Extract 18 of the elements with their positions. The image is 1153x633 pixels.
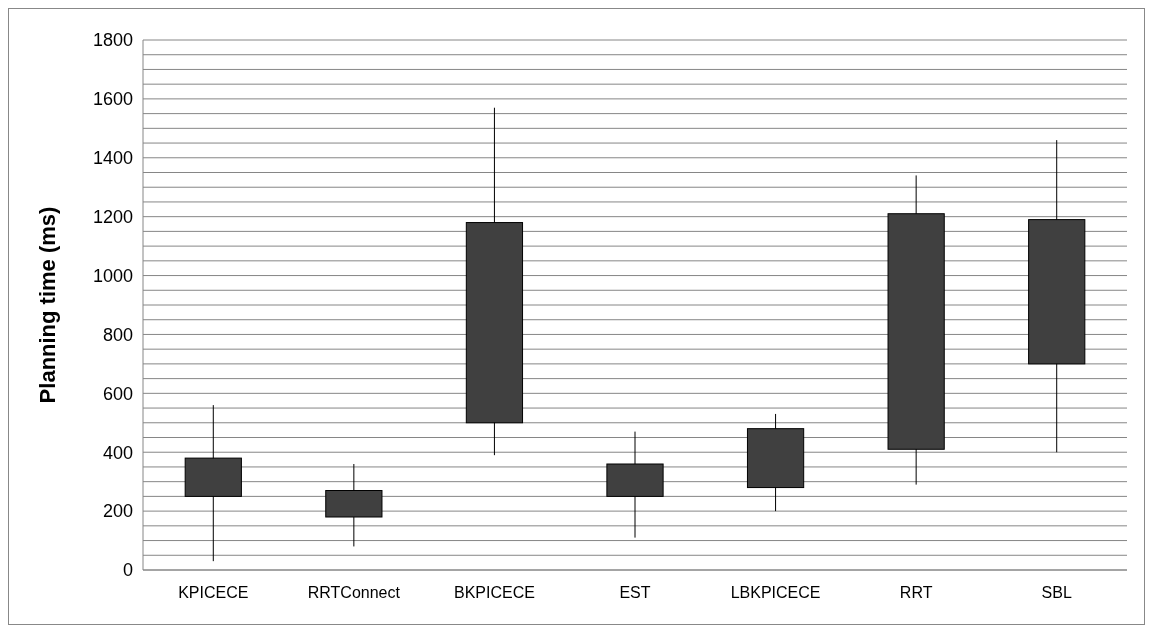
y-tick-label: 600	[102, 383, 133, 404]
x-tick-label: LBKPICECE	[730, 584, 821, 601]
y-tick-label: 0	[122, 560, 133, 581]
y-tick-label: 1200	[92, 206, 133, 227]
x-tick-label: RRT	[899, 584, 933, 601]
y-tick-label: 1000	[92, 265, 133, 286]
y-tick-label: 200	[102, 501, 133, 522]
y-tick-label: 1800	[92, 30, 133, 51]
y-tick-label: 800	[102, 324, 133, 345]
x-tick-label: RRTConnect	[307, 584, 401, 601]
y-tick-label: 400	[102, 442, 133, 463]
x-tick-label: KPICECE	[178, 584, 249, 601]
y-tick-label: 1600	[92, 89, 133, 110]
x-tick-label: BKPICECE	[453, 584, 535, 601]
y-tick-label: 1400	[92, 148, 133, 169]
y-axis-title: Planning time (ms)	[35, 206, 60, 404]
x-tick-label: EST	[619, 584, 651, 601]
x-tick-label: SBL	[1041, 584, 1072, 601]
